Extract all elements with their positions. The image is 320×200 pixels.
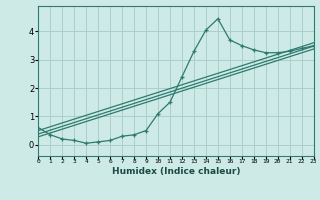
X-axis label: Humidex (Indice chaleur): Humidex (Indice chaleur): [112, 167, 240, 176]
